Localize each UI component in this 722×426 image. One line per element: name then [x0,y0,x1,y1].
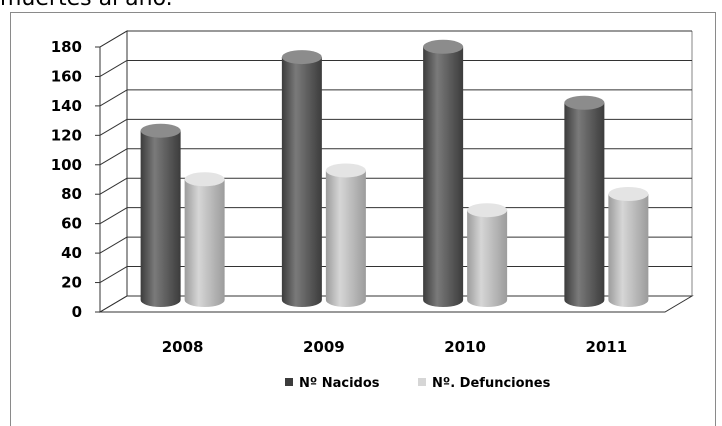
bar-body [423,46,464,308]
gridline-diagonal [99,118,128,136]
bar-top [140,123,181,138]
gridline-diagonal [99,266,128,283]
x-tick-label: 2011 [586,338,628,356]
bar-top [423,39,464,54]
bar [281,50,322,308]
y-tick-label: 20 [61,274,82,292]
bar-body [140,130,181,307]
bar-body [564,102,605,307]
bars [140,39,649,308]
gridline-diagonal [99,177,128,195]
y-tick-label: 80 [61,185,82,203]
y-tick-label: 60 [61,215,82,233]
y-axis-ticks: 0 20 40 60 80 100 120 140 160 180 [51,38,100,321]
bar-top [467,203,508,218]
bar-body [467,210,508,307]
legend-label: Nº. Defunciones [432,376,551,391]
x-tick-label: 2008 [162,338,204,356]
gridline-diagonal [99,295,128,313]
bar-top [325,163,366,178]
bar-body [281,57,322,308]
gridline-diagonal [99,60,128,77]
y-tick-label: 40 [61,244,82,262]
y-tick-label: 120 [51,126,82,144]
bar [423,39,464,308]
bar-top [564,95,605,110]
bar [608,187,649,307]
bar [184,172,225,307]
x-tick-label: 2010 [444,338,486,356]
bar-top [281,50,322,65]
bar [564,95,605,307]
header-fragment: muertes al año. [0,0,722,16]
y-tick-label: 0 [72,303,82,321]
bar [325,163,366,307]
bar-top [608,187,649,201]
bar-body [325,170,366,307]
x-axis-ticks: 2008 2009 2010 2011 [162,338,628,356]
gridline-diagonal [99,89,128,107]
legend-swatch [418,378,426,386]
chart-walls [98,30,694,313]
x-tick-label: 2009 [303,338,345,356]
y-tick-label: 100 [51,156,82,174]
gridline-diagonal [99,148,128,166]
gridline-diagonal [99,207,128,225]
y-tick-label: 140 [51,97,82,115]
bar-top [184,172,225,187]
left-wall [99,30,128,313]
legend-label: Nº Nacidos [299,376,380,391]
y-tick-label: 160 [51,67,82,85]
bar [467,203,508,307]
y-tick-label: 180 [51,38,82,56]
gridline-diagonal [99,236,128,254]
legend-swatch [285,378,293,386]
gridline-diagonal [99,30,128,48]
legend: Nº Nacidos Nº. Defunciones [285,376,551,391]
bar-body [608,194,649,307]
bar [140,123,181,307]
bar-body [184,179,225,307]
